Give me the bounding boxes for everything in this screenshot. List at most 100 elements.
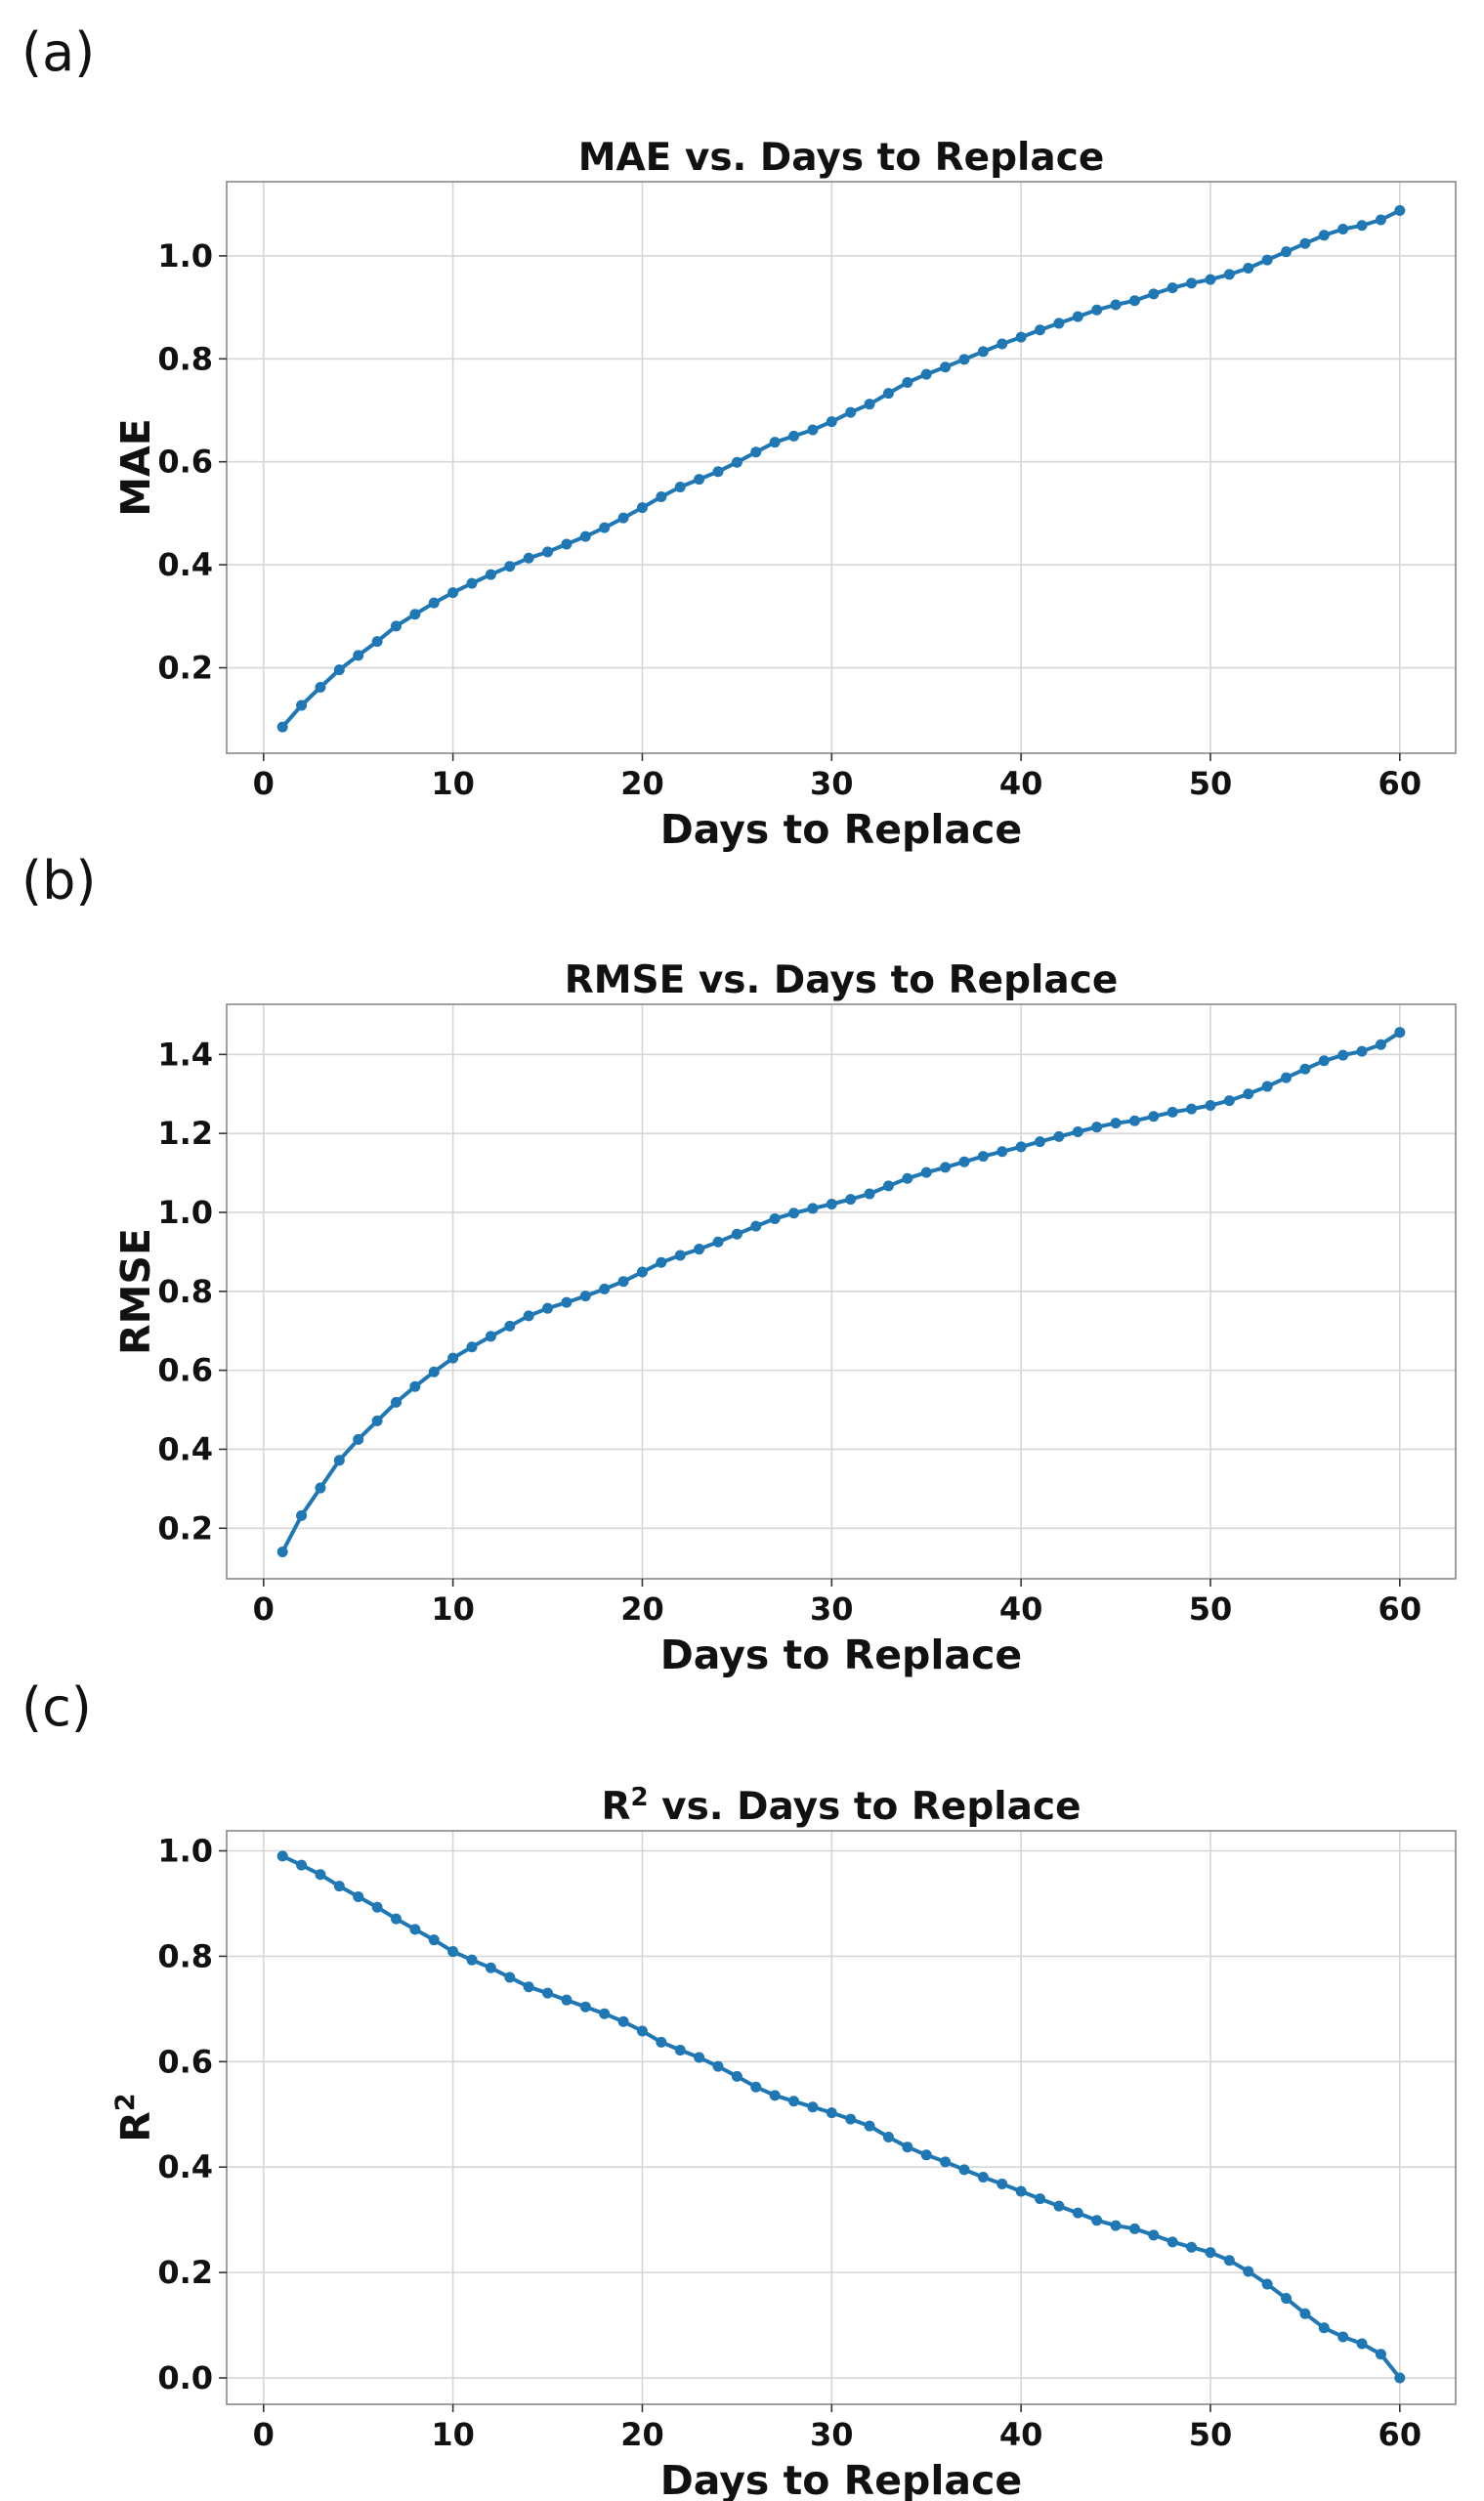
data-point <box>674 2044 686 2056</box>
y-tick-label: 0.6 <box>157 2043 213 2080</box>
series-line <box>280 1031 1401 1553</box>
x-tick-label: 60 <box>1378 2416 1422 2453</box>
data-point <box>845 1194 857 1206</box>
y-tick-label: 1.4 <box>157 1036 213 1073</box>
data-point <box>694 474 705 486</box>
data-point <box>561 538 572 550</box>
data-point <box>1110 299 1122 311</box>
data-point <box>750 1220 762 1232</box>
data-point <box>788 1208 800 1219</box>
data-point <box>996 2178 1008 2189</box>
data-point <box>1166 282 1178 294</box>
data-point <box>902 377 913 389</box>
x-axis-label: Days to Replace <box>660 806 1022 853</box>
data-point <box>920 1166 932 1178</box>
data-point <box>561 1994 572 2006</box>
data-point <box>807 1203 819 1214</box>
data-point <box>1281 246 1293 258</box>
data-point <box>1281 1072 1293 1083</box>
data-point <box>276 1850 288 1862</box>
data-point <box>958 1156 970 1167</box>
panel-label-a: (a) <box>21 21 96 83</box>
data-point <box>902 2141 913 2153</box>
x-tick-label: 60 <box>1378 1590 1422 1628</box>
plot-frame <box>226 181 1457 754</box>
data-point <box>504 561 516 572</box>
data-point <box>371 636 383 648</box>
data-point <box>1091 1122 1103 1133</box>
data-point <box>315 682 326 694</box>
x-tick-label: 40 <box>999 765 1043 802</box>
x-axis-label: Days to Replace <box>660 1632 1022 1678</box>
y-tick-label: 0.2 <box>157 650 213 687</box>
data-point <box>1148 1111 1160 1123</box>
data-point <box>485 1331 496 1342</box>
x-tick-label: 20 <box>620 2416 664 2453</box>
data-point <box>276 1547 288 1558</box>
data-point <box>1128 1115 1140 1126</box>
chart-title: RMSE vs. Days to Replace <box>565 958 1119 1002</box>
x-tick-label: 50 <box>1189 765 1233 802</box>
data-point <box>428 1366 440 1378</box>
data-point <box>1186 2241 1198 2253</box>
data-point <box>599 1283 611 1294</box>
data-point <box>542 546 554 558</box>
data-point <box>1318 1055 1330 1067</box>
data-point <box>617 512 629 524</box>
data-point <box>845 406 857 418</box>
data-point <box>617 1276 629 1288</box>
data-point <box>1053 1130 1065 1142</box>
data-point <box>542 1302 554 1314</box>
y-tick-label: 1.0 <box>157 1194 213 1231</box>
data-point <box>902 1172 913 1184</box>
data-point <box>409 1380 421 1392</box>
data-point <box>1337 1049 1349 1061</box>
data-point <box>1394 205 1406 217</box>
data-point <box>1261 1081 1273 1092</box>
chart-rmse: 0 10 20 30 40 50 60 0.2 0.4 0.6 0.8 1.0 1.2 1.4 RMSE v… <box>112 958 1457 1678</box>
plot-frame <box>226 1830 1457 2405</box>
data-point <box>920 2149 932 2161</box>
series-line <box>280 208 1401 729</box>
data-point <box>1035 324 1046 336</box>
data-point <box>958 2164 970 2176</box>
y-tick-label: 0.4 <box>157 1430 213 1467</box>
series-line <box>281 1854 1402 2380</box>
data-point <box>296 1859 308 1871</box>
data-point <box>579 530 591 542</box>
x-tick-label: 50 <box>1189 2416 1233 2453</box>
data-point <box>1299 1063 1311 1075</box>
data-point <box>1261 254 1273 266</box>
x-tick-label: 30 <box>810 765 854 802</box>
data-point <box>1356 2338 1368 2350</box>
x-tick-label: 40 <box>999 1590 1043 1628</box>
data-point <box>1035 1136 1046 1148</box>
data-point <box>826 2107 837 2119</box>
data-point <box>636 502 648 514</box>
x-tick-label: 20 <box>620 1590 664 1628</box>
data-point <box>333 1455 345 1466</box>
data-point <box>1053 318 1065 329</box>
data-point <box>315 1869 326 1881</box>
data-point <box>807 424 819 436</box>
data-point <box>599 2008 611 2019</box>
data-point <box>1243 263 1254 275</box>
x-tick-label: 0 <box>253 765 275 802</box>
data-point <box>1128 2223 1140 2234</box>
data-point <box>996 338 1008 350</box>
data-point <box>504 1971 516 1983</box>
data-point <box>712 2060 724 2072</box>
data-point <box>1243 2266 1254 2277</box>
data-point <box>1299 2308 1311 2319</box>
data-point <box>523 1310 534 1322</box>
data-point <box>958 354 970 365</box>
data-point <box>977 2171 989 2183</box>
data-point <box>485 569 496 580</box>
data-point <box>977 1151 989 1163</box>
y-tick-label: 1.0 <box>157 237 213 275</box>
data-point <box>731 2070 742 2082</box>
data-point <box>1166 1106 1178 1118</box>
data-point <box>599 522 611 533</box>
data-point <box>694 1244 705 1255</box>
data-point <box>1375 1039 1386 1050</box>
